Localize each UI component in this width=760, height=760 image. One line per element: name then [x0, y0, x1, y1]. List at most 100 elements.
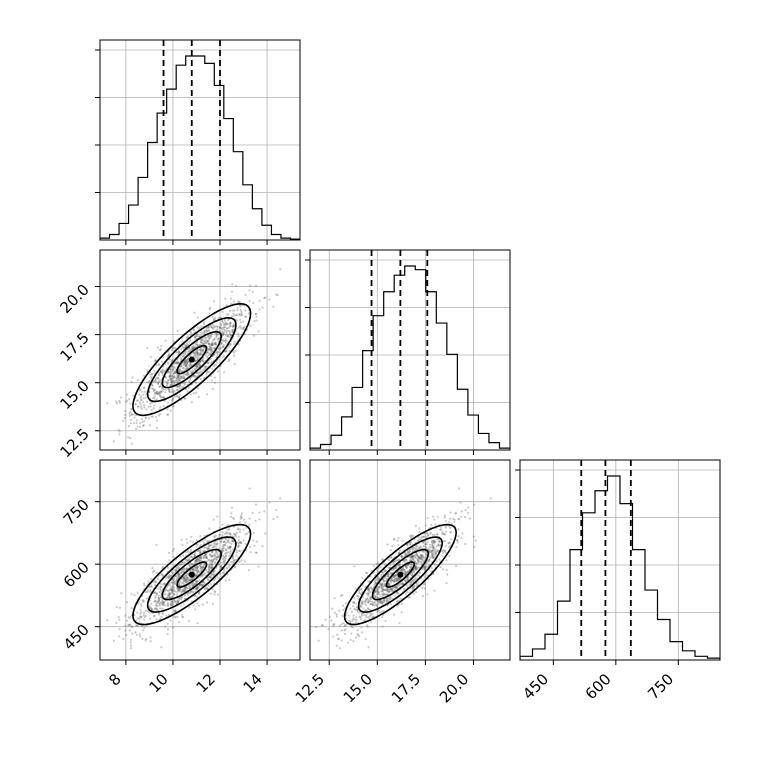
- sample-point: [393, 594, 397, 597]
- sample-point: [182, 590, 185, 593]
- sample-point: [372, 564, 376, 568]
- sample-point: [166, 401, 170, 404]
- sample-point: [400, 555, 403, 558]
- sample-point: [237, 542, 240, 545]
- sample-point: [129, 410, 132, 413]
- sample-point: [167, 575, 170, 578]
- sample-point: [217, 350, 220, 353]
- sample-point: [415, 562, 418, 565]
- sample-point: [175, 388, 179, 391]
- sample-point: [155, 426, 158, 429]
- sample-point: [276, 515, 279, 519]
- sample-point: [174, 361, 177, 365]
- sample-point: [344, 632, 347, 636]
- sample-point: [207, 544, 210, 547]
- sample-point: [219, 565, 222, 568]
- sample-point: [449, 526, 452, 529]
- sample-point: [172, 581, 175, 584]
- sample-point: [209, 346, 212, 349]
- sample-point: [234, 535, 238, 538]
- sample-point: [370, 587, 373, 590]
- sample-point: [252, 539, 255, 542]
- sample-point: [169, 375, 172, 378]
- sample-point: [212, 558, 215, 561]
- sample-point: [142, 401, 145, 404]
- sample-point: [172, 547, 176, 551]
- sample-point: [408, 569, 411, 572]
- sample-point: [402, 582, 405, 586]
- sample-point: [133, 594, 136, 597]
- sample-point: [467, 506, 470, 509]
- sample-point: [191, 568, 194, 572]
- sample-point: [330, 619, 333, 622]
- sample-point: [166, 588, 169, 592]
- sample-point: [356, 633, 359, 636]
- sample-point: [184, 364, 187, 367]
- sample-point: [222, 345, 225, 348]
- sample-point: [399, 568, 403, 572]
- sample-point: [193, 553, 196, 556]
- sample-point: [205, 393, 209, 396]
- sample-point: [177, 601, 180, 604]
- sample-point: [392, 567, 395, 571]
- sample-point: [381, 589, 384, 592]
- sample-point: [459, 501, 462, 504]
- sample-point: [142, 600, 145, 603]
- sample-point: [149, 373, 152, 376]
- sample-point: [166, 413, 170, 416]
- sample-point: [405, 566, 408, 570]
- sample-point: [195, 372, 199, 375]
- sample-point: [230, 506, 234, 509]
- sample-point: [151, 384, 154, 387]
- sample-point: [153, 392, 156, 395]
- sample-point: [203, 546, 206, 549]
- sample-point: [167, 576, 170, 579]
- sample-point: [172, 390, 175, 393]
- sample-point: [356, 608, 359, 611]
- sample-point: [366, 598, 369, 601]
- sample-point: [434, 551, 437, 554]
- sample-point: [382, 593, 385, 596]
- sample-point: [431, 542, 434, 546]
- sample-point: [382, 600, 386, 603]
- sample-point: [194, 359, 197, 362]
- sample-point: [179, 555, 182, 558]
- sample-point: [169, 378, 172, 381]
- sample-point: [410, 556, 413, 559]
- sample-point: [187, 550, 190, 554]
- sample-point: [210, 573, 213, 576]
- sample-point: [185, 587, 188, 590]
- sample-point: [320, 624, 324, 627]
- sample-point: [414, 524, 418, 528]
- sample-point: [430, 550, 434, 553]
- sample-point: [361, 602, 364, 605]
- sample-point: [376, 568, 379, 571]
- sample-point: [136, 425, 139, 428]
- sample-point: [249, 551, 252, 554]
- sample-point: [239, 308, 242, 311]
- sample-point: [125, 619, 128, 622]
- sample-point: [198, 362, 201, 365]
- sample-point: [225, 327, 229, 330]
- sample-point: [202, 338, 205, 341]
- sample-point: [172, 592, 175, 596]
- sample-point: [213, 326, 216, 329]
- sample-point: [167, 354, 170, 357]
- sample-point: [181, 589, 184, 592]
- sample-point: [228, 554, 231, 557]
- sample-point: [264, 296, 267, 299]
- sample-point: [364, 609, 368, 612]
- sample-point: [222, 339, 225, 343]
- sample-point: [175, 579, 178, 582]
- sample-point: [203, 365, 206, 368]
- sample-point: [268, 501, 271, 504]
- sample-point: [183, 361, 186, 364]
- sample-point: [209, 306, 212, 309]
- sample-point: [395, 580, 398, 583]
- sample-point: [415, 582, 418, 585]
- sample-point: [169, 376, 172, 380]
- sample-point: [194, 574, 198, 577]
- sample-point: [199, 566, 203, 570]
- sample-point: [165, 376, 168, 379]
- sample-point: [201, 603, 204, 606]
